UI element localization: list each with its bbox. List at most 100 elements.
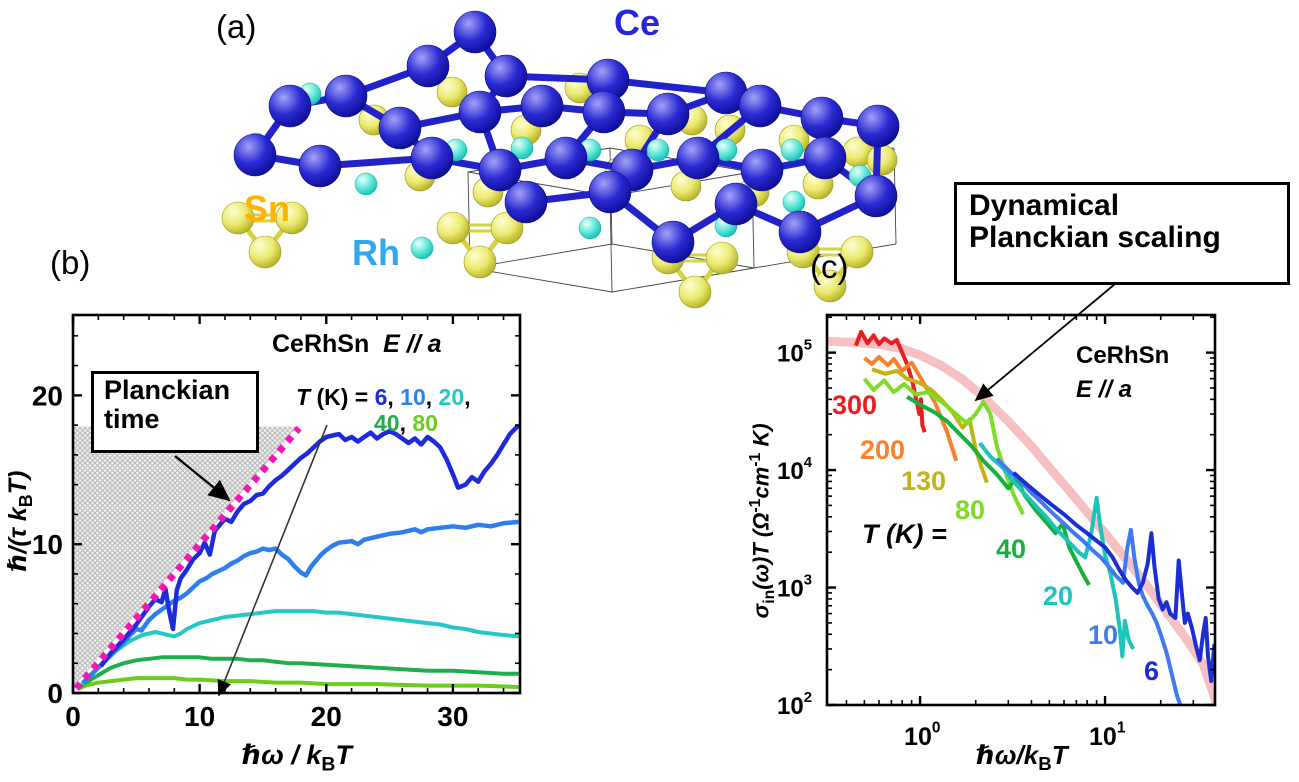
- rh-atom: [354, 172, 378, 196]
- planckian-time-arrow: [174, 455, 231, 502]
- panel-c-sample-name: CeRhSn: [1076, 342, 1170, 369]
- panel-b-legend-line1: T (K) = 6, 10, 20,: [296, 384, 471, 411]
- curve-label-20K: 20: [1043, 581, 1074, 611]
- panel-c-letter: (c): [810, 248, 849, 285]
- ce-atom: [738, 84, 782, 128]
- ce-atom: [856, 104, 900, 148]
- legend-entry-part-6: 20: [438, 384, 465, 410]
- chart-c-frame: [825, 313, 1217, 707]
- ce-atom: [646, 92, 690, 136]
- ce-atom: [582, 90, 626, 134]
- panel-c-temperature-key-label: T (K) =: [862, 519, 947, 549]
- ce-atom: [504, 180, 548, 224]
- tick-label-100: 100: [904, 720, 940, 752]
- series-line-t-10-k: [81, 519, 519, 685]
- rh-atom-label: Rh: [352, 232, 400, 273]
- ce-atom: [453, 10, 497, 54]
- tick-label-20: 20: [311, 701, 342, 732]
- curve-label-10K: 10: [1088, 620, 1119, 650]
- ce-atom: [406, 44, 450, 88]
- sn-atom: [221, 201, 255, 235]
- sn-atom: [813, 269, 847, 303]
- series-line-t-40-k: [78, 655, 519, 689]
- rh-atom: [646, 138, 670, 162]
- legend-entry-part-2: 6: [374, 384, 388, 410]
- curve-label-200K: 200: [860, 435, 906, 465]
- legend-entry-part-7: ,: [464, 384, 471, 410]
- ce-atom: [378, 106, 422, 150]
- tick-label-102: 102: [777, 690, 812, 720]
- panel-b-field-orientation: E // a: [383, 330, 442, 358]
- series-line-t-10-k: [995, 457, 1183, 705]
- ce-atom: [544, 136, 588, 180]
- tick-label-10: 10: [32, 529, 63, 560]
- panel-c-annotations: [974, 283, 1116, 402]
- unit-cell-edge: [469, 267, 613, 293]
- ce-atom: [324, 74, 368, 118]
- sn-atom: [436, 76, 468, 108]
- tick-label-101: 101: [1089, 720, 1126, 752]
- series-line-planckian-time-bound: [73, 425, 302, 691]
- tick-label-103: 103: [777, 573, 812, 603]
- series-line-t-80-k: [78, 676, 519, 691]
- ce-atom: [520, 84, 564, 128]
- ce-atom: [854, 174, 898, 218]
- tick-label-10: 10: [184, 701, 215, 732]
- planckian-time-callout: Planckian time: [91, 371, 259, 453]
- sn-atom: [840, 235, 874, 269]
- series-line-t-6-k: [1012, 471, 1215, 683]
- ce-atom: [588, 170, 632, 214]
- panel-b-y-axis-label: ℏ/(τ kBT): [4, 470, 36, 572]
- ce-atom: [803, 136, 847, 180]
- curve-label-130K: 130: [901, 466, 947, 496]
- tick-label-0: 0: [47, 678, 63, 709]
- sn-atom: [678, 275, 712, 309]
- ce-atom: [484, 54, 528, 98]
- ce-atom: [410, 136, 454, 180]
- ce-atom: [714, 182, 758, 226]
- sn-atom: [436, 211, 470, 245]
- panel-c-field-orientation: E // a: [1076, 376, 1133, 403]
- legend-to-axis-arrow: [217, 424, 328, 697]
- chart-b-frame: [71, 313, 522, 695]
- panel-b-legend-line2: 40, 80: [374, 410, 438, 437]
- series-line-t-6-k: [99, 423, 520, 668]
- panel-b-x-axis-label: ℏω / kBT: [242, 740, 352, 776]
- panel-a-letter: (a): [216, 8, 257, 45]
- tick-label-104: 104: [777, 455, 813, 485]
- panel-b-letter: (b): [50, 244, 91, 281]
- ce-atom: [478, 148, 522, 192]
- sn-atom-label: Sn: [244, 188, 291, 229]
- ce-atom: [740, 148, 784, 192]
- panel-b-title: CeRhSn E // a: [272, 330, 442, 359]
- tick-label-20: 20: [32, 380, 63, 411]
- rh-atom: [410, 236, 434, 260]
- ce-atoms: [233, 10, 900, 264]
- panel-b-sample-name: CeRhSn: [272, 330, 370, 358]
- ce-atom: [651, 220, 695, 264]
- dynamical-planckian-scaling-callout: Dynamical Planckian scaling: [954, 182, 1290, 285]
- legend-entry2-part-2: 80: [412, 410, 438, 436]
- panel-b-chart: 0 10 20 30 0 10 20: [32, 313, 522, 732]
- legend-entry2-part-1: ,: [399, 410, 413, 436]
- tick-label-105: 105: [777, 338, 812, 368]
- chart-b-series: [73, 423, 520, 691]
- ce-atom: [778, 210, 822, 254]
- legend-entry-part-4: 10: [400, 384, 426, 410]
- ce-atom: [800, 96, 844, 140]
- legend-entry2-part-0: 40: [374, 410, 400, 436]
- crystal-structure-illustration: [221, 10, 900, 309]
- sn-atom: [705, 241, 739, 275]
- curve-label-6K: 6: [1144, 656, 1160, 686]
- scaling-callout-arrow: [974, 283, 1116, 402]
- tick-label-0: 0: [65, 701, 81, 732]
- panel-b-annotations: [174, 424, 328, 697]
- curve-label-80K: 80: [955, 495, 986, 525]
- chart-c-series: [827, 329, 1215, 705]
- series-line-t-200-k: [863, 354, 959, 462]
- legend-entry-part-0: T: [296, 384, 311, 410]
- legend-entry-part-1: (K) =: [310, 384, 375, 410]
- series-line-t-300-k: [854, 329, 927, 433]
- ce-atom: [233, 133, 277, 177]
